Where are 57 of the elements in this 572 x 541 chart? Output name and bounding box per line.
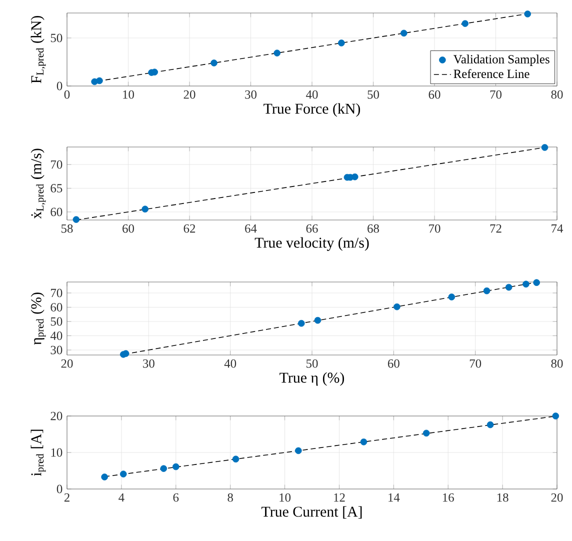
x-tick-label: 50 <box>368 90 379 99</box>
y-axis-title: F$_{L,pred}$ (kN) <box>30 16 46 84</box>
x-tick-label: 70 <box>490 90 502 99</box>
x-tick-label: 74 <box>552 224 564 233</box>
x-tick-label: 60 <box>388 359 400 368</box>
x-tick-label: 70 <box>470 359 482 368</box>
x-tick-label: 64 <box>245 224 257 233</box>
legend-label: Reference Line <box>454 69 530 78</box>
x-tick-label: 10 <box>280 493 291 502</box>
y-tick-label: 30 <box>50 346 62 354</box>
x-tick-label: 40 <box>306 90 318 99</box>
x-axis-title: True velocity (m/s) <box>254 237 369 251</box>
x-tick-label: 6 <box>173 493 179 502</box>
y-tick-label: 60 <box>50 208 62 216</box>
x-tick-label: 10 <box>123 90 134 99</box>
legend-label: Validation Samples <box>453 54 550 66</box>
x-tick-label: 20 <box>551 493 563 502</box>
x-tick-label: 60 <box>122 224 134 233</box>
y-axis-title: i$_{pred}$ [A] <box>30 430 46 476</box>
y-tick-label: 40 <box>50 332 62 340</box>
x-tick-label: 20 <box>184 90 196 99</box>
y-tick-label: 50 <box>50 34 62 42</box>
x-tick-label: 18 <box>497 493 508 502</box>
x-tick-label: 50 <box>306 359 318 368</box>
y-tick-label: 70 <box>51 288 62 298</box>
y-tick-label: 70 <box>51 160 62 169</box>
x-tick-label: 80 <box>551 359 563 368</box>
x-tick-label: 66 <box>306 224 318 233</box>
x-tick-label: 0 <box>64 90 70 99</box>
y-axis-title: ẋ$_{L,pred}$ (m/s) <box>30 148 46 219</box>
x-tick-label: 68 <box>368 224 380 233</box>
x-tick-label: 14 <box>388 493 400 502</box>
y-axis-title: η$_{pred}$ (%) <box>30 292 46 345</box>
x-tick-label: 60 <box>428 90 440 99</box>
x-tick-label: 72 <box>490 224 502 233</box>
x-tick-label: 40 <box>224 359 236 368</box>
x-tick-label: 8 <box>228 493 233 502</box>
x-tick-label: 70 <box>429 224 440 233</box>
x-tick-label: 12 <box>334 493 345 502</box>
x-tick-label: 80 <box>551 90 563 99</box>
x-tick-label: 62 <box>184 224 196 233</box>
y-tick-label: 20 <box>50 412 62 420</box>
x-tick-label: 30 <box>143 359 154 368</box>
x-tick-label: 16 <box>442 493 454 502</box>
y-tick-label: 50 <box>50 317 62 326</box>
x-tick-label: 30 <box>245 90 256 99</box>
y-tick-label: 10 <box>51 448 62 457</box>
y-tick-label: 0 <box>56 484 62 494</box>
x-tick-label: 58 <box>61 224 73 233</box>
x-tick-label: 2 <box>64 493 70 502</box>
y-tick-label: 65 <box>50 184 62 192</box>
x-axis-title: True Force (kN) <box>264 103 360 117</box>
x-axis-title: True η (%) <box>280 372 344 386</box>
y-tick-label: 0 <box>56 82 62 90</box>
y-tick-label: 60 <box>50 303 62 312</box>
x-axis-title: True Current [A] <box>261 506 362 519</box>
x-tick-label: 4 <box>118 493 124 502</box>
